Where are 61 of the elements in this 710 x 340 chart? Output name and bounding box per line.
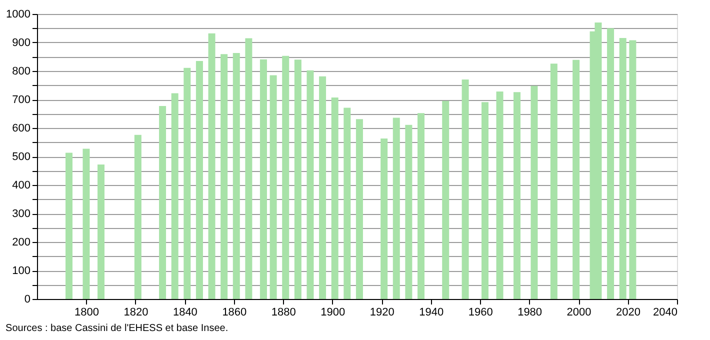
bar — [270, 75, 277, 299]
y-tick-label: 300 — [12, 208, 30, 220]
y-tick-label: 600 — [12, 122, 30, 134]
bar — [98, 164, 104, 299]
y-tick-label: 200 — [12, 236, 30, 248]
bar — [482, 102, 488, 299]
y-tick-label: 1000 — [6, 8, 30, 20]
bar — [184, 68, 191, 299]
x-tick-label: 1940 — [419, 306, 444, 318]
y-tick-label: 400 — [12, 180, 30, 192]
bar — [82, 148, 90, 299]
bar — [282, 56, 290, 299]
y-tick-label: 100 — [12, 265, 30, 277]
bar — [530, 86, 538, 299]
x-tick-label: 2020 — [616, 306, 641, 318]
bar — [232, 53, 240, 299]
bar — [344, 108, 351, 299]
bar — [159, 106, 166, 299]
bar — [462, 80, 469, 299]
bar — [196, 61, 203, 299]
x-tick-label: 1800 — [74, 306, 99, 318]
y-tick-label: 700 — [12, 94, 30, 106]
x-tick-label: 1920 — [370, 306, 394, 318]
x-tick-label: 1860 — [222, 306, 247, 318]
bar — [306, 70, 314, 299]
bar — [356, 119, 363, 299]
bar — [380, 138, 388, 299]
bar — [607, 28, 614, 299]
bar — [442, 100, 450, 299]
bar — [319, 76, 326, 299]
x-tick-label: 1980 — [518, 306, 542, 318]
source-note: Sources : base Cassini de l'EHESS et base Insee. — [6, 323, 228, 334]
bar — [171, 93, 178, 299]
bar — [619, 38, 626, 299]
y-tick-label: 800 — [12, 66, 30, 78]
bar — [134, 134, 142, 299]
bar — [629, 40, 636, 299]
bar — [208, 33, 216, 299]
x-tick-label: 1960 — [468, 306, 493, 318]
bar — [294, 60, 302, 299]
bar — [572, 60, 580, 299]
x-tick-label: 1880 — [271, 306, 296, 318]
bar — [496, 92, 504, 299]
bar — [331, 98, 338, 299]
y-tick-label: 0 — [24, 294, 30, 306]
bar — [514, 92, 520, 299]
y-tick-label: 900 — [12, 37, 30, 49]
bar — [220, 54, 228, 299]
x-tick-label: 2000 — [566, 306, 592, 318]
bar — [405, 124, 412, 299]
bar — [418, 113, 424, 299]
bar — [66, 152, 72, 299]
y-tick-label: 500 — [12, 151, 30, 163]
x-tick-label: 1840 — [172, 306, 198, 318]
x-tick-label: 2040 — [653, 306, 678, 318]
x-tick-label: 1820 — [124, 306, 148, 318]
bar — [392, 118, 400, 299]
bar — [245, 38, 252, 299]
bar — [260, 59, 267, 299]
x-tick-label: 1900 — [320, 306, 346, 318]
bar — [550, 64, 558, 299]
